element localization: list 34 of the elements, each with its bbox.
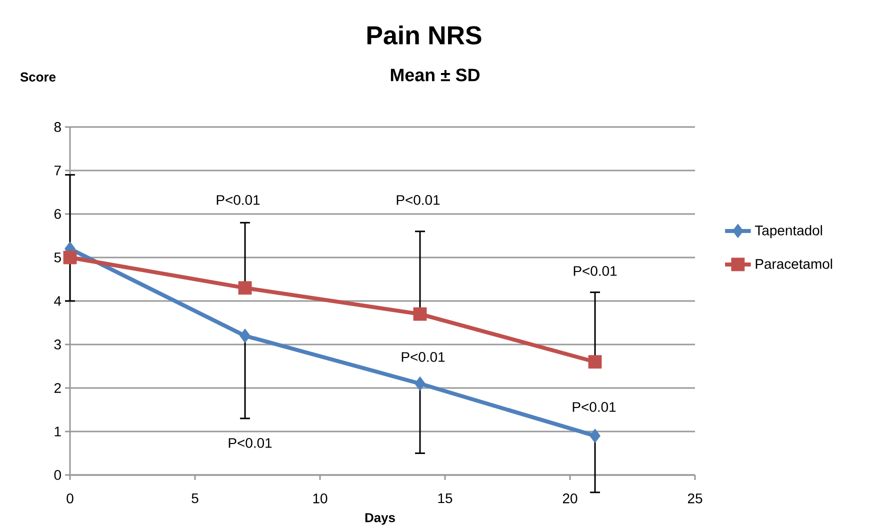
- legend-label: Tapentadol: [754, 225, 822, 238]
- y-tick-label: 6: [54, 209, 61, 219]
- x-tick-label: 10: [313, 493, 328, 504]
- y-tick-label: 4: [54, 296, 62, 306]
- y-tick-label: 7: [54, 166, 61, 176]
- legend-label: Paracetamol: [756, 258, 832, 269]
- point: [590, 428, 600, 444]
- y-tick-label: 0: [54, 470, 61, 480]
- chart-title: Pain NRS: [367, 25, 482, 44]
- x-tick-label: 25: [688, 493, 702, 504]
- point: [240, 328, 250, 344]
- x-axis-title: Days: [365, 513, 395, 525]
- y-tick-label: 1: [54, 426, 61, 436]
- point: [414, 376, 426, 391]
- point: [588, 355, 602, 369]
- x-tick-label: 20: [562, 493, 578, 504]
- annotation: P<0.01: [574, 266, 617, 276]
- y-tick-label: 5: [54, 252, 61, 262]
- point: [63, 250, 77, 264]
- annotation: P<0.01: [396, 195, 440, 205]
- annotation: P<0.01: [402, 352, 445, 362]
- point: [413, 307, 427, 321]
- annotation: P<0.01: [216, 195, 260, 205]
- chart-subtitle: Mean ± SD: [390, 68, 480, 82]
- annotation: P<0.01: [572, 402, 616, 412]
- y-axis-title: Score: [20, 72, 56, 82]
- point: [238, 281, 252, 295]
- annotation: P<0.01: [228, 438, 272, 448]
- y-tick-label: 8: [54, 122, 61, 132]
- y-tick-label: 2: [54, 383, 61, 393]
- y-tick-label: 3: [54, 340, 61, 350]
- x-tick-label: 5: [192, 493, 198, 504]
- x-tick-label: 15: [438, 493, 452, 504]
- x-tick-label: 0: [66, 493, 74, 504]
